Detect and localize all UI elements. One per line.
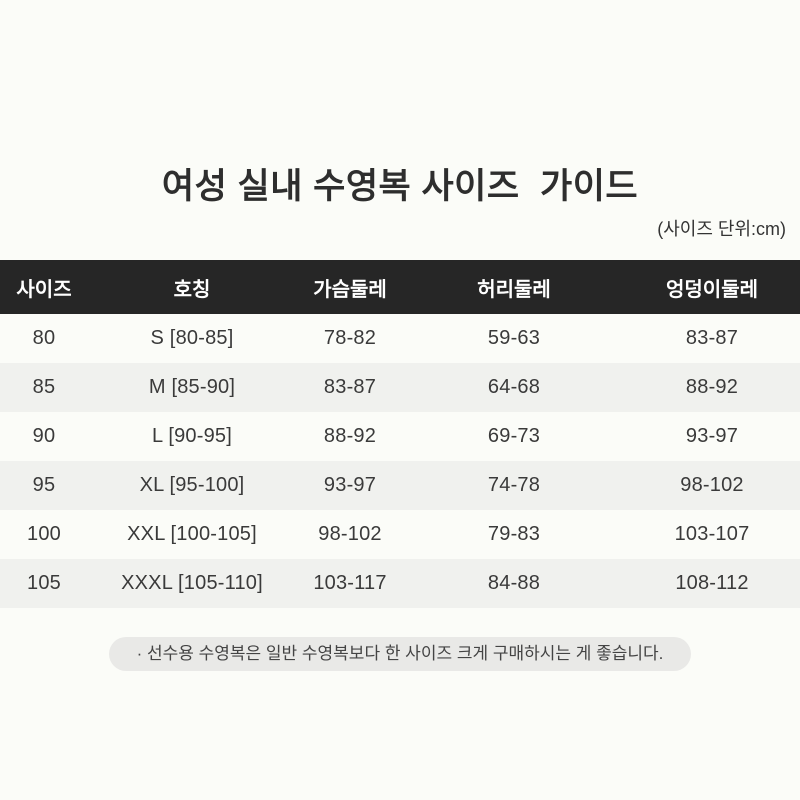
table-cell: 103-107 xyxy=(674,523,750,545)
table-row: 90 L [90-95] 88-92 69-73 93-97 xyxy=(0,412,800,461)
table-cell: XXXL [105-110] xyxy=(121,572,263,594)
table-cell: 93-97 xyxy=(685,425,739,447)
table-row: 85 M [85-90] 83-87 64-68 88-92 xyxy=(0,363,800,412)
table-cell: 108-112 xyxy=(675,572,749,594)
table-row: 80 S [80-85] 78-82 59-63 83-87 xyxy=(0,314,800,363)
table-cell: XL [95-100] xyxy=(139,474,245,496)
table-cell: 64-68 xyxy=(487,376,541,398)
table-cell: 88-92 xyxy=(323,425,377,447)
table-cell: 88-92 xyxy=(685,376,739,398)
column-header-size: 사이즈 xyxy=(16,278,72,301)
table-cell: 78-82 xyxy=(323,327,377,349)
table-cell: 69-73 xyxy=(487,425,541,447)
page-title: 여성 실내 수영복 사이즈 가이드 xyxy=(161,167,639,206)
table-row: 105 XXXL [105-110] 103-117 84-88 108-112 xyxy=(0,559,800,608)
table-cell: 84-88 xyxy=(487,572,541,594)
table-row: 100 XXL [100-105] 98-102 79-83 103-107 xyxy=(0,510,800,559)
table-cell: S [80-85] xyxy=(150,327,234,349)
table-cell: M [85-90] xyxy=(148,376,236,398)
table-cell: 98-102 xyxy=(318,523,382,545)
table-header-row: 사이즈 호칭 가슴둘레 허리둘레 엉덩이둘레 xyxy=(0,260,800,314)
table-row: 95 XL [95-100] 93-97 74-78 98-102 xyxy=(0,461,800,510)
table-cell: 105 xyxy=(27,572,61,594)
table-cell: 59-63 xyxy=(487,327,541,349)
table-cell: 90 xyxy=(32,425,56,447)
footnote-pill: · 선수용 수영복은 일반 수영복보다 한 사이즈 크게 구매하시는 게 좋습니… xyxy=(108,637,692,671)
column-header-hip: 엉덩이둘레 xyxy=(666,278,758,301)
column-header-chest: 가슴둘레 xyxy=(313,278,387,301)
table-body: 80 S [80-85] 78-82 59-63 83-87 85 M [85-90] 83-… xyxy=(0,314,800,608)
column-header-designation: 호칭 xyxy=(173,278,211,301)
footnote-container: · 선수용 수영복은 일반 수영복보다 한 사이즈 크게 구매하시는 게 좋습니… xyxy=(0,637,800,671)
table-cell: 98-102 xyxy=(680,474,744,496)
column-header-waist: 허리둘레 xyxy=(477,278,551,301)
table-cell: 80 xyxy=(32,327,56,349)
table-cell: 74-78 xyxy=(487,474,541,496)
unit-note: (사이즈 단위:cm) xyxy=(657,219,786,239)
table-cell: 100 xyxy=(27,523,61,545)
table-cell: 93-97 xyxy=(323,474,377,496)
table-cell: 83-87 xyxy=(323,376,377,398)
table-cell: XXL [100-105] xyxy=(127,523,257,545)
table-cell: 95 xyxy=(32,474,56,496)
table-cell: 103-117 xyxy=(313,572,387,594)
table-cell: 79-83 xyxy=(487,523,541,545)
size-guide-table: 사이즈 호칭 가슴둘레 허리둘레 엉덩이둘레 80 S [80-85] 78-82 5… xyxy=(0,260,800,608)
table-cell: 83-87 xyxy=(685,327,739,349)
table-cell: 85 xyxy=(32,376,56,398)
table-cell: L [90-95] xyxy=(151,425,232,447)
